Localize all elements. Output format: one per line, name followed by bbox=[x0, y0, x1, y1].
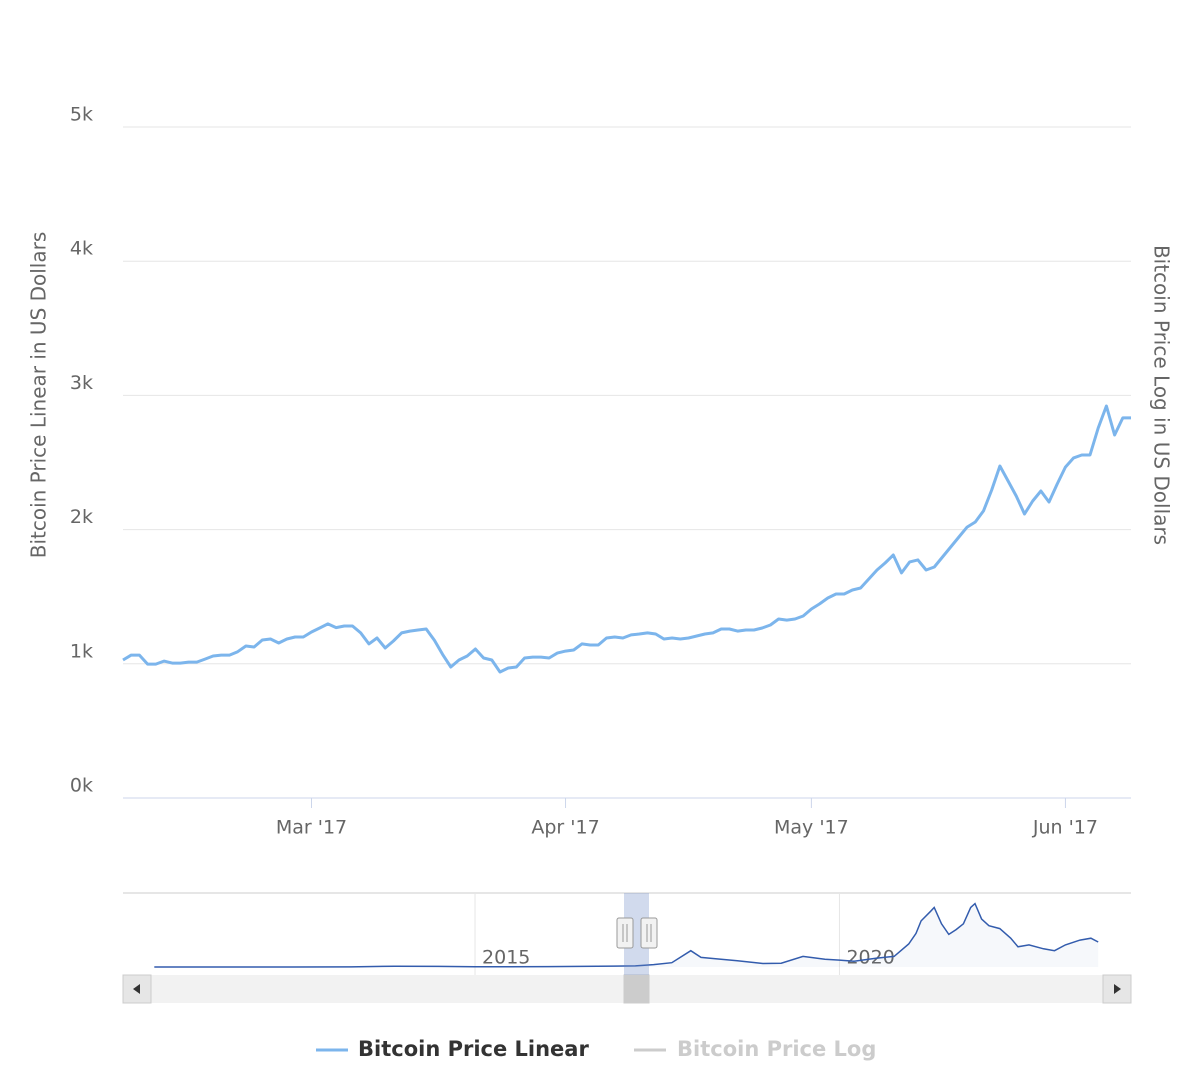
handle-grip bbox=[646, 924, 652, 942]
y2-axis-title: Bitcoin Price Log in US Dollars bbox=[1150, 245, 1174, 545]
navigator-plot: 2015 2020 bbox=[154, 893, 1099, 975]
data-line bbox=[122, 404, 1131, 674]
x-tick-label: May '17 bbox=[774, 817, 849, 839]
y-tick-label: 4k bbox=[70, 238, 93, 260]
arrow-right bbox=[1114, 984, 1121, 994]
y-axis-title: Bitcoin Price Linear in US Dollars bbox=[27, 232, 51, 559]
navigator-x-label: 2015 bbox=[482, 947, 530, 969]
scroll-right-button[interactable] bbox=[1102, 974, 1132, 1004]
y-tick-label: 5k bbox=[70, 104, 93, 126]
navigator-handle-right[interactable] bbox=[640, 917, 658, 949]
y-tick-label: 0k bbox=[70, 775, 93, 797]
legend-label[interactable]: Bitcoin Price Linear bbox=[358, 1037, 589, 1061]
legend-label[interactable]: Bitcoin Price Log bbox=[677, 1037, 876, 1061]
arrow-left bbox=[133, 984, 140, 994]
y-tick-label: 1k bbox=[70, 640, 93, 662]
navigator-x-label: 2020 bbox=[846, 947, 894, 969]
x-tick-label: Apr '17 bbox=[531, 817, 599, 839]
legend: Bitcoin Price Linear Bitcoin Price Log bbox=[316, 1037, 876, 1061]
handle-grip bbox=[622, 924, 628, 942]
x-tick-label: Jun '17 bbox=[1032, 817, 1098, 839]
x-tick-label: Mar '17 bbox=[276, 817, 347, 839]
navigator-handle-left[interactable] bbox=[616, 917, 634, 949]
navigator-line bbox=[154, 902, 1099, 968]
navigator-area-fill bbox=[154, 903, 1099, 967]
scrollbar-thumb[interactable] bbox=[623, 974, 650, 1004]
y-tick-label: 2k bbox=[70, 506, 93, 528]
y-tick-label: 3k bbox=[70, 372, 93, 394]
